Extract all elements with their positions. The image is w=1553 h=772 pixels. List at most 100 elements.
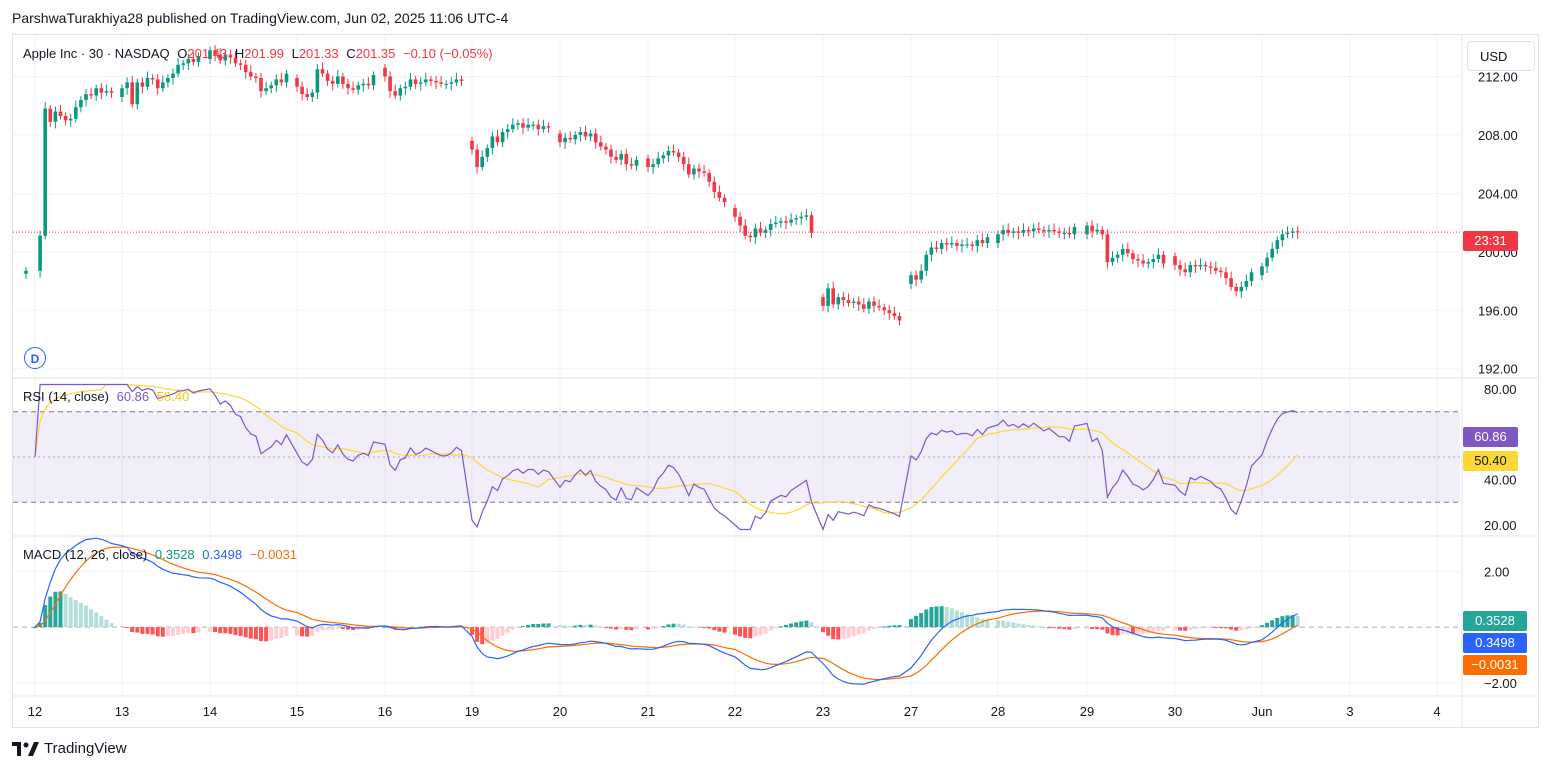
macd-hist-bar xyxy=(722,627,727,633)
tradingview-footer[interactable]: TradingView xyxy=(12,740,127,757)
macd-hist-bar xyxy=(63,593,68,628)
macd-hist-bar xyxy=(1265,622,1270,628)
candle-body xyxy=(325,73,330,81)
macd-hist-bar xyxy=(1280,616,1285,628)
candle-body xyxy=(1198,264,1203,267)
macd-hist-bar xyxy=(619,627,624,630)
candle-body xyxy=(176,64,180,74)
candle-body xyxy=(24,270,28,274)
candle-body xyxy=(150,77,155,80)
candle-body xyxy=(733,208,737,217)
candle-body xyxy=(970,244,974,246)
candle-body xyxy=(1136,259,1140,261)
candle-body xyxy=(960,244,964,246)
candle-body xyxy=(804,215,809,217)
candle-body xyxy=(712,181,717,192)
open-value: 201.43 xyxy=(187,46,228,61)
candle-body xyxy=(361,83,366,86)
macd-hist-bar xyxy=(320,627,325,631)
candle-body xyxy=(846,300,851,303)
macd-hist-bar xyxy=(269,627,274,641)
macd-hist-bar xyxy=(1239,627,1244,631)
symbol-label[interactable]: Apple Inc · 30 · NASDAQ xyxy=(23,46,170,61)
candle-body xyxy=(779,221,783,223)
candle-body xyxy=(475,149,479,168)
candle-body xyxy=(794,218,798,220)
candle-body xyxy=(315,69,320,93)
macd-hist-bar xyxy=(1244,627,1249,630)
candle-body xyxy=(259,77,263,92)
macd-hist-bar xyxy=(120,625,124,628)
candle-body xyxy=(383,67,387,77)
candle-body xyxy=(161,82,165,89)
candle-body xyxy=(1072,226,1077,235)
macd-hist-bar xyxy=(1178,627,1183,631)
macd-hist-bar xyxy=(181,627,186,635)
candle-body xyxy=(1021,229,1026,233)
candle-body xyxy=(403,86,408,89)
macd-tick-label: 2.00 xyxy=(1484,564,1509,579)
macd-hist-bar xyxy=(1110,627,1115,636)
candle-body xyxy=(841,297,846,301)
candle-body xyxy=(955,243,959,246)
macd-hist-bar xyxy=(1026,624,1031,628)
candle-body xyxy=(94,88,98,96)
macd-hist-bar xyxy=(1100,627,1105,630)
candle-body xyxy=(1120,248,1125,255)
macd-name[interactable]: MACD (12, 26, close) xyxy=(23,547,148,562)
macd-hist-bar xyxy=(866,627,871,631)
candle-body xyxy=(84,94,88,100)
macd-legend-signal: −0.0031 xyxy=(249,547,298,562)
macd-hist-bar xyxy=(960,612,964,628)
candle-body xyxy=(1095,229,1099,232)
macd-hist-bar xyxy=(1290,615,1295,628)
macd-hist-bar xyxy=(475,627,480,642)
candle-body xyxy=(609,149,613,157)
macd-hist-bar xyxy=(223,627,228,634)
macd-hist-bar xyxy=(558,625,562,628)
rsi-name[interactable]: RSI (14, close) xyxy=(23,389,109,404)
macd-hist-bar xyxy=(1203,627,1208,629)
candle-body xyxy=(965,244,969,246)
macd-hist-bar xyxy=(598,626,603,628)
macd-hist-bar xyxy=(794,622,799,628)
candle-body xyxy=(676,152,681,157)
currency-button[interactable]: USD xyxy=(1467,41,1535,71)
change-value: −0.10 (−0.05%) xyxy=(403,46,493,61)
dividend-badge[interactable]: D xyxy=(24,347,46,369)
candle-body xyxy=(1183,269,1187,273)
candle-body xyxy=(1006,229,1010,233)
macd-hist-bar xyxy=(583,624,588,628)
candle-body xyxy=(599,142,603,147)
macd-hist-bar xyxy=(253,627,258,640)
signal-value-tag: 0.3498 xyxy=(1463,633,1527,653)
price-tick-label: 196.00 xyxy=(1478,303,1518,318)
candle-body xyxy=(702,171,706,173)
candle-body xyxy=(223,54,228,61)
candle-body xyxy=(563,137,567,143)
candle-body xyxy=(646,158,650,168)
macd-hist-bar xyxy=(686,626,691,628)
macd-hist-bar xyxy=(593,625,598,628)
macd-hist-bar xyxy=(1085,627,1089,629)
candle-body xyxy=(330,80,335,84)
chart-frame[interactable] xyxy=(12,34,1539,728)
macd-legend-hist: 0.3528 xyxy=(154,547,195,562)
macd-hist-bar xyxy=(94,612,99,628)
macd-hist-bar xyxy=(99,616,104,628)
candle-body xyxy=(63,115,68,121)
candle-body xyxy=(439,82,443,84)
footer-brand: TradingView xyxy=(44,740,127,757)
candle-body xyxy=(1031,228,1036,232)
candle-body xyxy=(851,301,856,303)
candle-body xyxy=(371,75,376,86)
candle-body xyxy=(459,79,464,81)
macd-hist-bar xyxy=(510,627,515,630)
macd-hist-bar xyxy=(340,627,345,629)
macd-hist-bar xyxy=(1006,621,1011,628)
macd-hist-bar xyxy=(609,627,613,629)
candle-body xyxy=(444,83,448,85)
candle-body xyxy=(418,82,423,84)
rsi-legend: RSI (14, close) 60.86 50.40 xyxy=(23,389,193,404)
